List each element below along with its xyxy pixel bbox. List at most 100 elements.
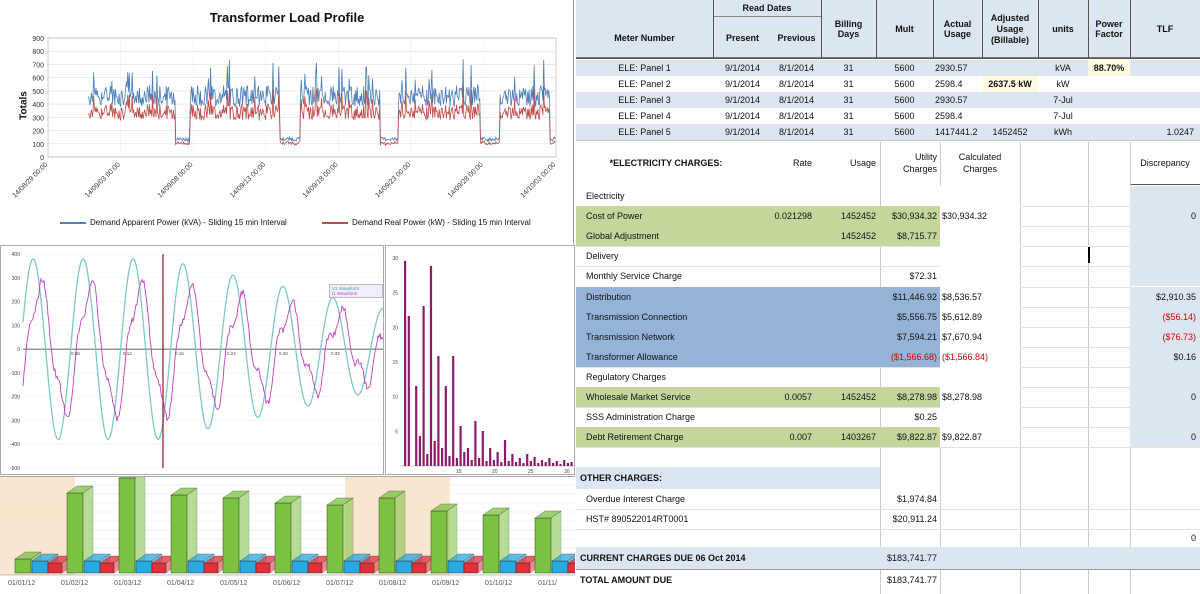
harmonics-chart: 30 25 20 15 10 5 15 20 25 30 [385, 245, 575, 475]
charge-rate [756, 307, 816, 327]
bar-red-front [515, 562, 531, 574]
charge-usage [816, 266, 880, 286]
charge-rate [756, 367, 816, 387]
grid-line [933, 0, 934, 58]
bar-blue-front [447, 560, 465, 574]
disc-bg [1130, 286, 1200, 307]
charge-usage [816, 347, 880, 367]
harm-bar [500, 462, 503, 466]
charge-rate [756, 327, 816, 347]
meter-units: 7-Jul [1053, 111, 1073, 121]
meter-previous: 8/1/2014 [778, 127, 815, 137]
harm-bar [540, 460, 544, 466]
harmonics-plot: 30 25 20 15 10 5 15 20 25 30 [392, 256, 574, 475]
charge-discrepancy: $0.16 [1173, 351, 1196, 362]
bar-red-front [203, 562, 219, 574]
meter-row [576, 124, 1200, 140]
charge-utility: $5,556.75 [880, 306, 940, 327]
harm-bar [437, 356, 440, 466]
load-plot-area [47, 37, 557, 158]
other-title-bg [576, 467, 880, 489]
calc-bg [940, 387, 1020, 408]
charge-label: Debt Retirement Charge [586, 432, 684, 443]
billing-days-header: Billing Days [834, 19, 863, 39]
charge-discrepancy [1130, 367, 1200, 387]
bar-green-front [274, 502, 292, 574]
calc-bg [940, 206, 1020, 227]
disc-bg [1130, 387, 1200, 408]
grid-line [1130, 184, 1200, 185]
total-due-label: TOTAL AMOUNT DUE [580, 575, 673, 585]
bar-blue-front [239, 560, 257, 574]
disc-bg [1130, 186, 1200, 207]
harm-bar [529, 461, 532, 466]
charge-label: Monthly Service Charge [586, 271, 683, 282]
charges-title: *ELECTRICITY CHARGES: [609, 158, 723, 168]
charge-label: Electricity [586, 191, 625, 202]
meter-days: 31 [843, 127, 854, 137]
grid-line [576, 266, 1200, 268]
calc-bg [940, 226, 1020, 247]
bar-xtick: 01/02/12 [61, 580, 88, 587]
grid-line [576, 407, 1200, 409]
bar-red-front [359, 562, 375, 574]
meter-tlf [1130, 108, 1200, 124]
charge-rate: 0.007 [789, 432, 812, 443]
charge-discrepancy: $2,910.35 [1155, 291, 1196, 302]
current-charges-value: $183,741.77 [886, 553, 937, 563]
billing-spreadsheet: Read Dates Meter Number Present Previous Bil… [576, 0, 1200, 594]
charge-calculated [940, 266, 1020, 286]
charge-label: Wholesale Market Service [586, 392, 691, 403]
meter-units: kW [1056, 79, 1070, 89]
bar-red-front [47, 562, 63, 574]
legend-real: Demand Real Power (kW) - Sliding 15 min … [322, 218, 531, 227]
grid-line [821, 0, 822, 58]
harm-ytick: 30 [392, 256, 398, 262]
harm-bar [474, 421, 477, 466]
charge-discrepancy [1130, 266, 1200, 286]
harm-bar [455, 458, 458, 466]
grid-line [1088, 0, 1089, 58]
harm-ytick: 5 [395, 429, 398, 435]
calc-bg [940, 306, 1020, 327]
charge-row-bg [576, 346, 880, 367]
power-factor-header: Power Factor [1095, 19, 1123, 39]
charge-discrepancy: 0 [1190, 392, 1196, 403]
charge-calculated: $7,670.94 [942, 331, 983, 342]
meter-mult: 5600 [894, 63, 915, 73]
bar-xtick: 01/01/12 [8, 580, 35, 587]
charge-label: Distribution [586, 291, 632, 302]
meter-days: 31 [843, 63, 854, 73]
calc-bg [940, 286, 1020, 307]
charge-row-bg [576, 326, 880, 347]
sheet-header-bg [576, 0, 1200, 58]
charge-usage: 1452452 [840, 211, 876, 222]
charge-row-bg [576, 206, 880, 227]
meter-name: ELE: Panel 3 [618, 95, 671, 105]
harm-bar [448, 456, 451, 466]
harm-bar [511, 454, 514, 466]
charge-label: Transmission Connection [586, 311, 688, 322]
bar-blue-front [83, 560, 101, 574]
harm-xtick: 20 [492, 469, 498, 475]
load-ytick: 0 [40, 155, 44, 162]
bar-xtick: 01/05/12 [220, 580, 247, 587]
disc-bg [1130, 306, 1200, 327]
legend-i1: I1 Waveform [332, 291, 358, 296]
bar-red-front [307, 562, 323, 574]
meter-adjusted [982, 60, 1038, 76]
load-profile-chart: Transformer Load Profile Totals 0 100 200 3… [0, 0, 574, 244]
charge-rate [756, 246, 816, 266]
usage-header: Usage [849, 158, 876, 168]
meter-present: 9/1/2014 [724, 95, 761, 105]
charge-rate: 0.021298 [774, 211, 812, 222]
charge-utility: $8,278.98 [880, 387, 940, 408]
current-bg [576, 547, 1200, 569]
harm-bar [470, 460, 473, 466]
calc-bg [940, 186, 1020, 207]
disc-bg [1130, 346, 1200, 367]
bar-green-front [326, 504, 344, 574]
harm-bar [444, 386, 447, 466]
grid-line [576, 509, 1200, 510]
wave-xtick: 0.28 [279, 351, 288, 356]
